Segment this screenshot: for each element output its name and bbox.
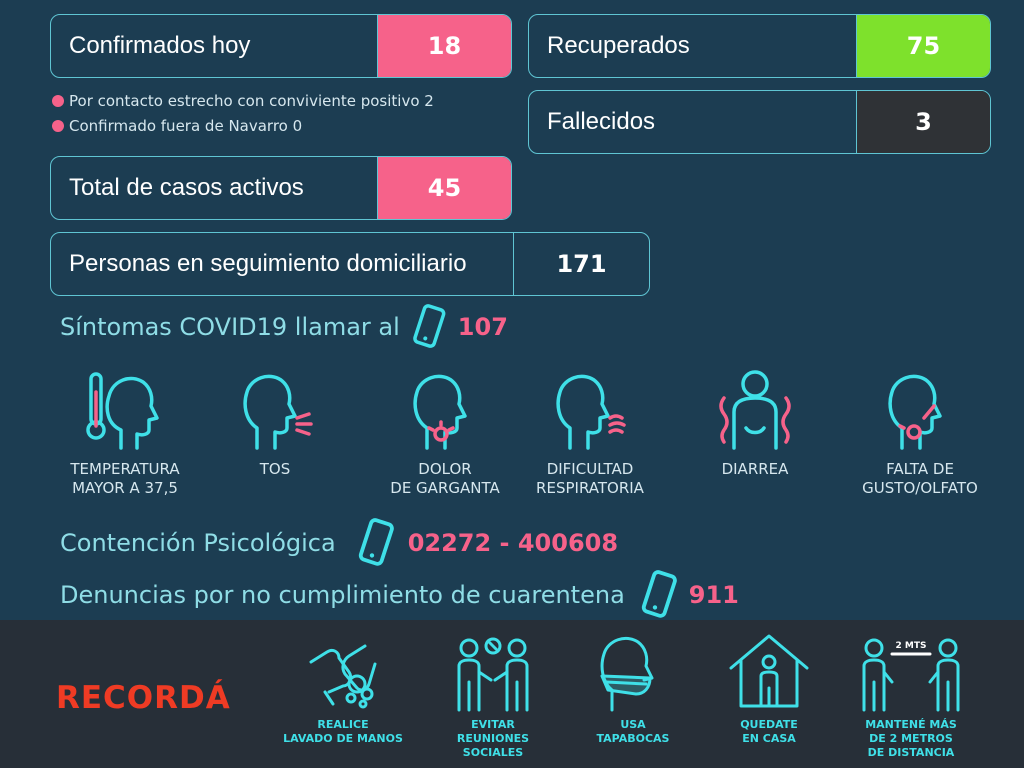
rec-quedate-l1: QUEDATE [740,718,798,731]
rec-lavado-l2: LAVADO DE MANOS [283,732,403,745]
sore-throat-icon [413,374,467,450]
symptom-temperatura: TEMPERATURA MAYOR A 37,5 [50,368,200,498]
rec-quedate-casa: QUEDATE EN CASA [694,632,844,746]
symptom-tos: TOS [200,368,350,479]
casos-activos-value: 45 [377,157,511,219]
social-distance-icon: 2 MTS [862,638,960,712]
confirmados-hoy-label: Confirmados hoy [69,32,251,59]
rec-evitar-l2: REUNIONES [456,732,530,745]
note-contacto-text: Por contacto estrecho con conviviente po… [69,92,434,110]
contencion-number: 02272 - 400608 [407,529,619,557]
pink-dot-icon [52,120,64,132]
symptom-gusto-olfato-l2: GUSTO/OLFATO [862,479,978,497]
recorda-title: RECORDÁ [56,680,231,716]
breathing-difficulty-icon [556,374,626,450]
phone-icon [413,304,446,348]
recuperados-value: 75 [856,15,990,77]
hand-washing-icon [309,644,377,709]
rec-evitar-l1: EVITAR [471,718,515,731]
phone-icon [641,570,677,618]
symptom-tos-l1: TOS [259,460,291,478]
phone-icon [358,518,394,566]
confirmados-hoy-value: 18 [377,15,511,77]
rec-evitar-reuniones: EVITAR REUNIONES SOCIALES [418,632,568,760]
casos-activos-label: Total de casos activos [69,174,304,201]
fallecidos-value: 3 [856,91,990,153]
fallecidos-box: Fallecidos 3 [528,90,991,154]
cough-head-icon [243,374,313,450]
sintomas-line: Síntomas COVID19 llamar al 107 [60,304,508,348]
pink-dot-icon [52,95,64,107]
symptom-diarrea: DIARREA [680,368,830,479]
note-fuera-navarro: Confirmado fuera de Navarro 0 [52,117,302,135]
rec-distancia: 2 MTS MANTENÉ MÁS DE 2 METROS DE DISTANCIA [836,632,986,760]
symptom-respiratoria-l1: DIFICULTAD [546,460,634,478]
symptom-garganta-l1: DOLOR [418,460,472,478]
recuperados-label: Recuperados [547,32,690,59]
contencion-line: Contención Psicológica 02272 - 400608 [60,518,619,566]
note-fuera-navarro-text: Confirmado fuera de Navarro 0 [69,117,303,135]
rec-evitar-l3: SOCIALES [462,746,524,759]
recuperados-box: Recuperados 75 [528,14,991,78]
rec-lavado-manos: REALICE LAVADO DE MANOS [268,632,418,746]
seguimiento-value: 171 [513,233,649,295]
contencion-label: Contención Psicológica [60,529,336,557]
rec-lavado-l1: REALICE [317,718,369,731]
taste-smell-loss-icon [888,374,942,450]
stay-home-icon [729,634,809,708]
casos-activos-box: Total de casos activos 45 [50,156,512,220]
symptom-diarrea-l1: DIARREA [721,460,789,478]
no-gathering-icon [457,637,529,712]
recorda-footer: RECORDÁ REALICE LAVADO DE MANOS EVITAR REU… [0,620,1024,768]
symptom-temperatura-l2: MAYOR A 37,5 [72,479,178,497]
confirmados-hoy-box: Confirmados hoy 18 [50,14,512,78]
note-contacto: Por contacto estrecho con conviviente po… [52,92,434,110]
rec-tapabocas-l2: TAPABOCAS [596,732,670,745]
rec-tapabocas-l1: USA [620,718,646,731]
rec-distancia-l3: DE DISTANCIA [867,746,955,759]
fever-head-icon [86,372,159,450]
symptom-gusto-olfato-l1: FALTA DE [886,460,954,478]
symptom-garganta: DOLOR DE GARGANTA [370,368,520,498]
sintomas-number: 107 [457,313,508,341]
symptom-gusto-olfato: FALTA DE GUSTO/OLFATO [845,368,995,498]
symptom-garganta-l2: DE GARGANTA [390,479,500,497]
denuncias-number: 911 [688,581,739,609]
symptom-temperatura-l1: TEMPERATURA [70,460,180,478]
seguimiento-label: Personas en seguimiento domiciliario [69,250,467,277]
rec-tapabocas: USA TAPABOCAS [558,632,708,746]
seguimiento-box: Personas en seguimiento domiciliario 171 [50,232,650,296]
fallecidos-label: Fallecidos [547,108,656,135]
distance-tag: 2 MTS [896,641,927,651]
denuncias-label: Denuncias por no cumplimiento de cuarent… [60,581,625,609]
rec-distancia-l1: MANTENÉ MÁS [865,718,957,731]
rec-quedate-l2: EN CASA [742,732,796,745]
sintomas-label: Síntomas COVID19 llamar al [60,313,400,341]
rec-distancia-l2: DE 2 METROS [869,732,953,745]
denuncias-line: Denuncias por no cumplimiento de cuarent… [60,570,739,618]
diarrhea-body-icon [719,370,791,450]
symptom-respiratoria: DIFICULTAD RESPIRATORIA [515,368,665,498]
face-mask-icon [600,637,654,712]
symptom-respiratoria-l2: RESPIRATORIA [536,479,644,497]
